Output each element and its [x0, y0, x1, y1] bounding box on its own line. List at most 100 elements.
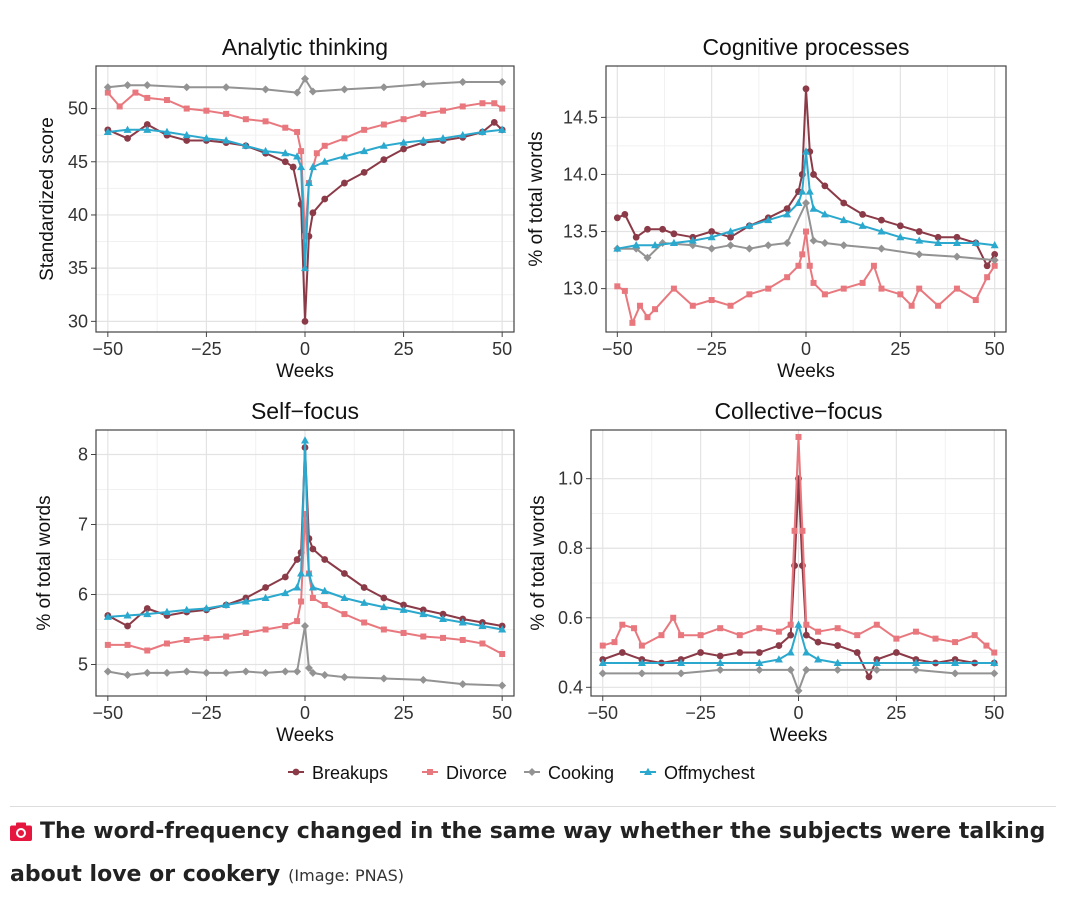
- data-point: [282, 124, 289, 131]
- data-point: [308, 162, 317, 171]
- data-point: [840, 285, 847, 292]
- data-point: [787, 621, 794, 628]
- data-point: [611, 639, 618, 646]
- x-tick-label: 50: [492, 703, 512, 723]
- data-point: [643, 253, 652, 262]
- data-point: [952, 639, 959, 646]
- y-tick-label: 1.0: [558, 469, 583, 489]
- data-point: [104, 89, 111, 96]
- plot-border: [95, 429, 515, 697]
- data-point: [261, 146, 270, 155]
- data-point: [341, 611, 348, 618]
- data-point: [321, 195, 329, 203]
- data-point: [878, 216, 885, 224]
- data-point: [360, 598, 369, 606]
- data-point: [182, 83, 191, 92]
- data-point: [803, 621, 810, 628]
- data-point: [834, 642, 842, 649]
- data-point: [289, 163, 297, 171]
- data-point: [859, 211, 867, 218]
- plot-area: [598, 433, 999, 695]
- data-point: [833, 658, 842, 666]
- data-point: [321, 556, 329, 563]
- data-point: [896, 233, 905, 241]
- data-point: [309, 209, 317, 217]
- data-point: [419, 136, 428, 144]
- y-axis-label: Standardized score: [37, 117, 58, 281]
- data-point: [865, 673, 873, 681]
- data-point: [971, 632, 978, 639]
- data-point: [795, 262, 802, 269]
- data-point: [983, 642, 990, 649]
- data-point: [915, 250, 924, 259]
- data-point: [755, 658, 764, 666]
- data-point: [814, 638, 822, 646]
- data-point: [799, 251, 806, 258]
- data-point: [669, 238, 678, 246]
- data-point: [458, 130, 467, 139]
- data-point: [893, 635, 900, 642]
- data-point: [677, 658, 686, 666]
- data-point: [293, 583, 302, 591]
- data-point: [478, 127, 487, 135]
- data-point: [360, 584, 368, 591]
- data-point: [293, 152, 302, 160]
- x-axis-label: Weeks: [777, 361, 835, 382]
- data-point: [644, 314, 651, 321]
- data-point: [143, 81, 152, 90]
- data-point: [621, 211, 629, 218]
- data-point: [707, 244, 716, 253]
- y-tick-label: 14.0: [563, 164, 598, 184]
- data-point: [162, 607, 171, 615]
- x-axis-label: Weeks: [770, 725, 828, 746]
- data-point: [479, 100, 486, 107]
- data-point: [716, 665, 725, 674]
- legend: Breakups Divorce Cooking Offmychest: [288, 763, 755, 783]
- data-point: [783, 205, 791, 213]
- y-tick-label: 50: [68, 99, 88, 119]
- data-point: [990, 241, 999, 249]
- data-point: [716, 652, 724, 660]
- data-point: [458, 77, 467, 86]
- data-point: [498, 681, 507, 690]
- data-point: [858, 221, 867, 229]
- data-point: [636, 302, 643, 309]
- data-point: [202, 604, 211, 612]
- data-point: [321, 602, 328, 608]
- data-point: [915, 236, 924, 244]
- data-point: [809, 204, 818, 212]
- data-point: [203, 634, 210, 641]
- data-point: [281, 158, 289, 166]
- x-tick-label: −25: [685, 703, 716, 723]
- data-point: [459, 103, 466, 110]
- data-point: [916, 285, 923, 292]
- data-point: [380, 626, 387, 633]
- data-point: [183, 105, 190, 112]
- x-tick-label: −50: [93, 339, 124, 359]
- x-tick-label: −50: [93, 703, 124, 723]
- data-point: [736, 649, 744, 656]
- y-tick-label: 35: [68, 258, 88, 278]
- data-point: [727, 302, 734, 309]
- y-tick-label: 5: [78, 655, 88, 675]
- data-point: [439, 614, 448, 622]
- data-point: [419, 609, 428, 618]
- data-point: [717, 625, 724, 632]
- data-point: [670, 285, 677, 292]
- data-point: [261, 593, 270, 601]
- data-point: [897, 291, 904, 298]
- data-point: [637, 669, 646, 678]
- data-point: [479, 640, 486, 647]
- data-point: [380, 156, 388, 164]
- x-tick-label: 25: [394, 703, 414, 723]
- plot-border: [95, 65, 515, 333]
- data-point: [297, 569, 306, 577]
- data-point: [912, 628, 919, 635]
- data-point: [810, 171, 817, 178]
- data-point: [814, 655, 823, 663]
- legend-key-marker: [644, 767, 652, 775]
- data-point: [809, 236, 818, 245]
- data-point: [124, 622, 131, 630]
- data-point: [764, 215, 773, 224]
- data-point: [670, 614, 677, 621]
